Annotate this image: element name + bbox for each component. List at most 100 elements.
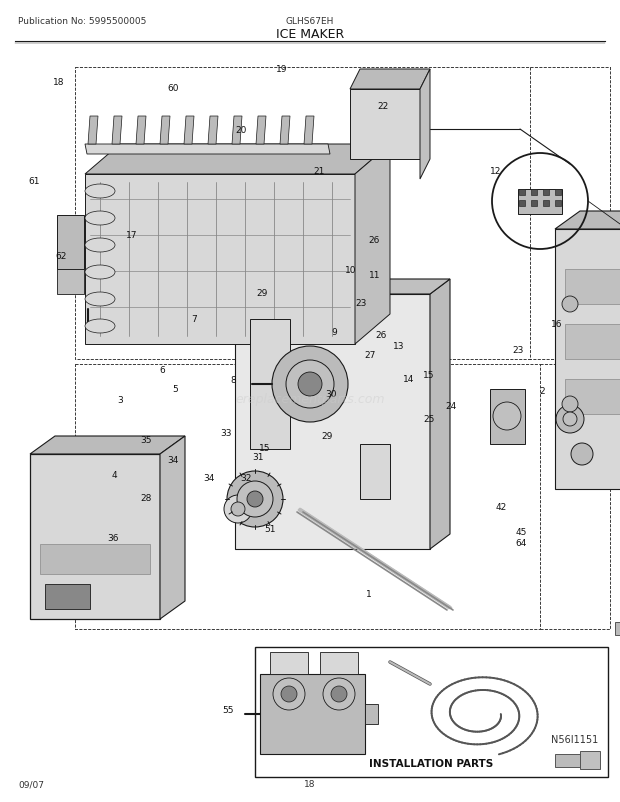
Text: INSTALLATION PARTS: INSTALLATION PARTS [370,758,494,768]
Polygon shape [565,379,620,415]
Circle shape [273,678,305,710]
Polygon shape [256,117,266,145]
Text: 14: 14 [403,374,414,383]
Polygon shape [235,280,450,294]
Text: GLHS67EH: GLHS67EH [286,18,334,26]
Text: 30: 30 [326,389,337,399]
Polygon shape [420,70,430,180]
Circle shape [563,412,577,427]
Text: 29: 29 [321,431,332,440]
Text: 32: 32 [241,473,252,483]
Text: 9: 9 [331,327,337,337]
Polygon shape [112,117,122,145]
Bar [518,190,562,215]
Polygon shape [355,145,390,345]
Text: Publication No: 5995500005: Publication No: 5995500005 [18,18,146,26]
Polygon shape [555,212,620,229]
Text: 15: 15 [423,371,435,380]
Text: 24: 24 [445,401,456,411]
Text: 34: 34 [167,455,179,464]
Bar [519,200,525,207]
Circle shape [298,373,322,396]
Circle shape [331,687,347,702]
Circle shape [227,472,283,528]
Circle shape [231,502,245,516]
Text: 4: 4 [112,470,118,480]
Text: ereplacementparts.com: ereplacementparts.com [235,393,385,406]
Text: 10: 10 [345,265,356,275]
Text: 09/07: 09/07 [18,780,44,788]
Polygon shape [208,117,218,145]
Bar [543,190,549,196]
Text: 3: 3 [117,395,123,405]
Polygon shape [160,117,170,145]
Text: ICE MAKER: ICE MAKER [276,28,344,42]
Polygon shape [565,325,620,359]
Text: 2: 2 [539,386,546,395]
Text: 8: 8 [230,375,236,385]
Text: 34: 34 [203,473,215,483]
Polygon shape [360,444,390,500]
Text: 35: 35 [141,435,152,445]
Text: 18: 18 [304,780,316,788]
Polygon shape [430,280,450,549]
Text: 36: 36 [108,533,119,543]
Bar [555,200,561,207]
Text: 19: 19 [276,65,287,75]
Polygon shape [280,117,290,145]
Circle shape [272,346,348,423]
Polygon shape [30,455,160,619]
Circle shape [237,481,273,517]
Polygon shape [85,145,330,155]
Circle shape [323,678,355,710]
Text: 1: 1 [366,589,372,598]
Text: 6: 6 [159,365,166,375]
Polygon shape [565,269,620,305]
Text: 18: 18 [53,78,64,87]
Text: 22: 22 [377,102,388,111]
Polygon shape [30,436,185,455]
Polygon shape [320,652,358,674]
Polygon shape [250,320,290,449]
Ellipse shape [85,212,115,225]
Polygon shape [350,70,430,90]
Polygon shape [136,117,146,145]
Text: 31: 31 [252,452,264,462]
Bar [255,647,608,777]
Circle shape [224,496,252,524]
Text: 21: 21 [314,167,325,176]
Text: 17: 17 [126,230,138,240]
Polygon shape [365,704,378,724]
Polygon shape [615,622,620,635]
Circle shape [556,406,584,433]
Text: 33: 33 [221,428,232,438]
Polygon shape [85,175,355,345]
Polygon shape [580,751,600,769]
Polygon shape [232,117,242,145]
Text: 60: 60 [168,83,179,93]
Polygon shape [45,585,90,610]
Circle shape [286,361,334,408]
Ellipse shape [85,184,115,199]
Text: 5: 5 [172,384,179,394]
Circle shape [247,492,263,508]
Text: 25: 25 [423,415,435,424]
Polygon shape [490,390,525,444]
Circle shape [493,403,521,431]
Text: 64: 64 [516,538,527,548]
Bar [531,200,537,207]
Text: 55: 55 [222,705,233,715]
Text: 11: 11 [369,270,380,280]
Text: 27: 27 [365,350,376,360]
Text: 51: 51 [265,524,276,533]
Text: N56I1151: N56I1151 [551,734,598,744]
Polygon shape [235,294,430,549]
Text: 7: 7 [191,314,197,324]
Polygon shape [160,436,185,619]
Polygon shape [184,117,194,145]
Polygon shape [85,145,390,175]
Text: 26: 26 [369,235,380,245]
Text: 16: 16 [551,319,562,329]
Text: 20: 20 [235,125,246,135]
Text: 13: 13 [393,342,404,351]
